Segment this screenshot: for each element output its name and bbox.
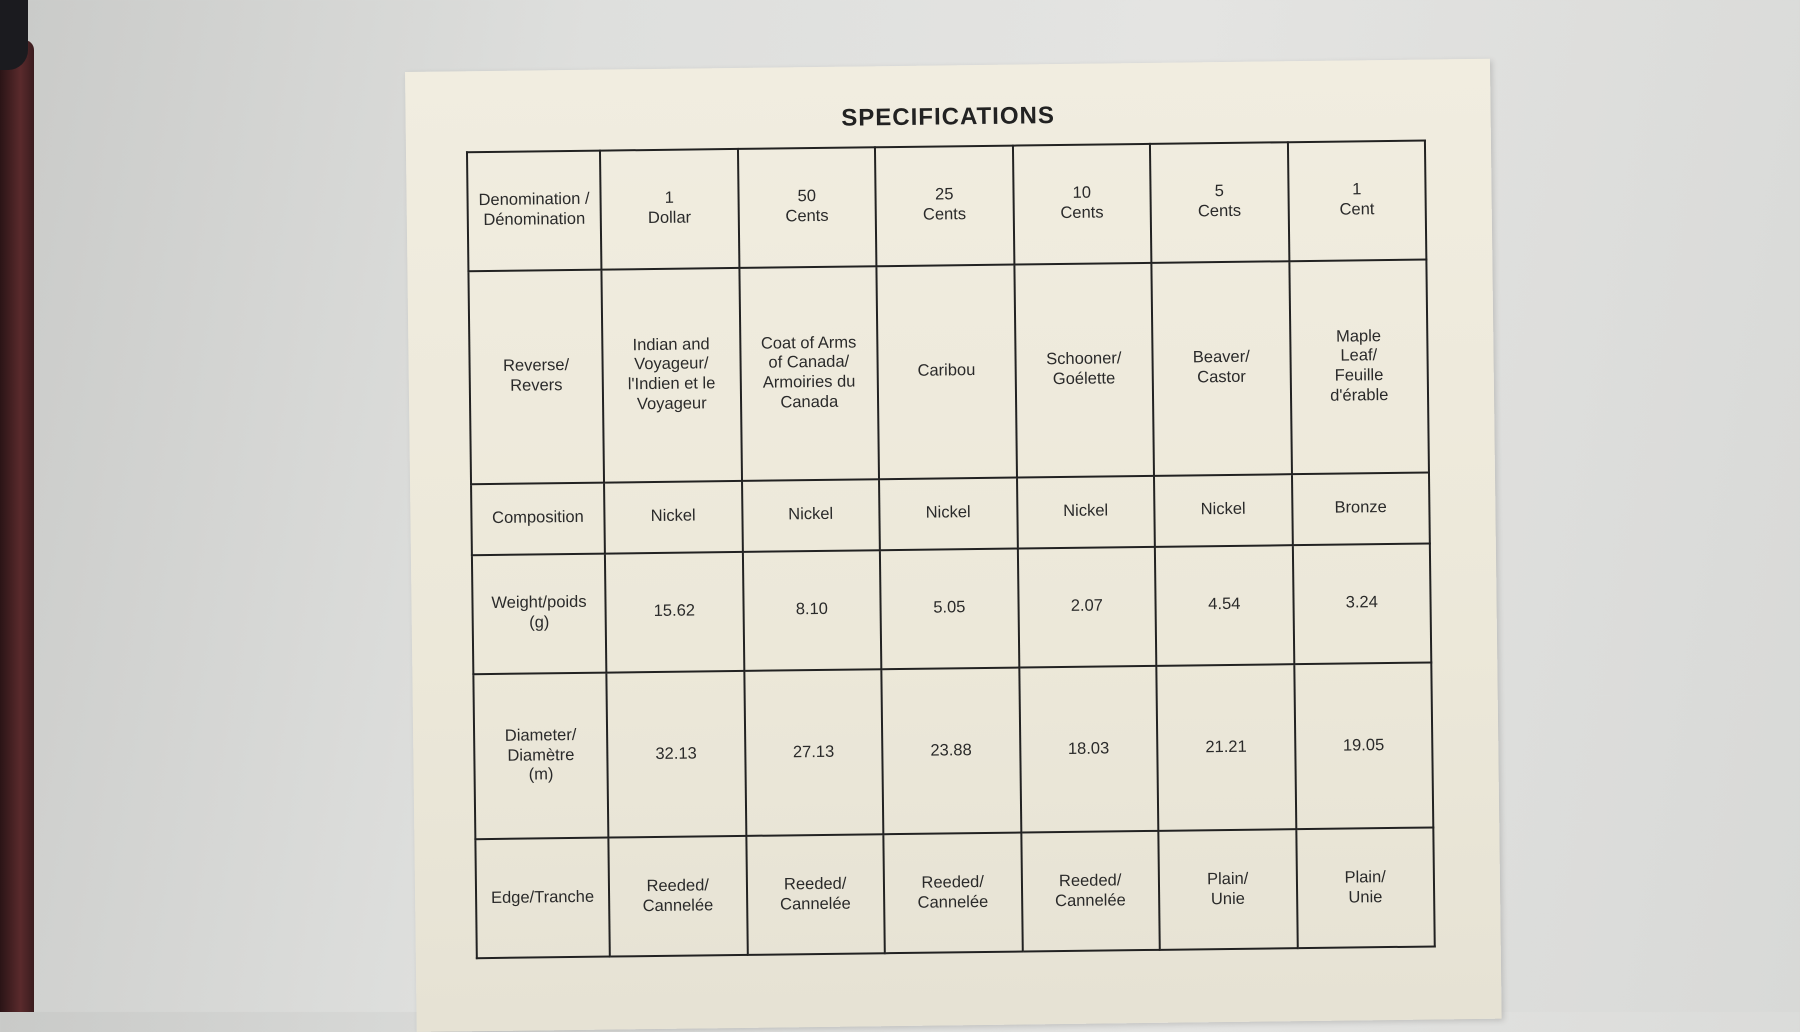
row-label: Composition	[471, 482, 605, 556]
table-cell: 8.10	[742, 550, 882, 671]
table-cell: Nickel	[1153, 473, 1293, 547]
table-cell: Caribou	[876, 264, 1017, 479]
table-cell: 2.07	[1017, 546, 1157, 668]
row-label: Edge/Tranche	[475, 837, 610, 959]
table-cell: Nickel	[741, 478, 880, 552]
row-label: Reverse/ Revers	[468, 269, 605, 484]
table-cell: 4.54	[1154, 545, 1294, 666]
table-cell: Reeded/ Cannelée	[608, 836, 748, 957]
table-cell: 27.13	[743, 668, 884, 837]
table-cell: 1 Dollar	[599, 148, 739, 270]
table-cell: Plain/ Unie	[1158, 829, 1298, 950]
table-cell: 18.03	[1018, 665, 1159, 833]
table-cell: 3.24	[1292, 543, 1432, 664]
table-row: Diameter/ Diamètre (m) 32.13 27.13 23.88 18.…	[473, 662, 1434, 840]
table-cell: Plain/ Unie	[1295, 827, 1435, 949]
row-label: Diameter/ Diamètre (m)	[473, 672, 609, 840]
table-cell: Nickel	[604, 480, 743, 554]
table-cell: Schooner/ Goélette	[1013, 262, 1154, 478]
specifications-table: Denomination / Dénomination 1 Dollar 50 Ce…	[466, 140, 1436, 960]
specifications-card: SPECIFICATIONS Denomination / Dénominati…	[405, 58, 1502, 1032]
table-cell: Coat of Arms of Canada/ Armoiries du Can…	[738, 265, 880, 481]
binder-corner	[0, 0, 28, 70]
table-cell: 15.62	[604, 551, 744, 673]
table-cell: 10 Cents	[1012, 143, 1152, 265]
table-cell: Reeded/ Cannelée	[883, 832, 1023, 954]
table-row: Composition Nickel Nickel Nickel Nickel Nicke…	[471, 472, 1430, 556]
table-cell: 50 Cents	[737, 147, 877, 268]
table-cell: Reeded/ Cannelée	[745, 834, 885, 955]
table-cell: Indian and Voyageur/ l'Indien et le Voya…	[601, 267, 742, 483]
table-cell: 32.13	[606, 670, 746, 838]
table-cell: 25 Cents	[874, 145, 1014, 266]
table-row: Reverse/ Revers Indian and Voyageur/ l'In…	[468, 259, 1429, 484]
table-row: Edge/Tranche Reeded/ Cannelée Reeded/ Cann…	[475, 827, 1435, 959]
table-cell: Reeded/ Cannelée	[1020, 831, 1160, 952]
table-cell: 5 Cents	[1149, 142, 1289, 263]
table-cell: Beaver/ Castor	[1151, 260, 1292, 476]
row-label: Denomination / Dénomination	[466, 150, 602, 271]
table-cell: 21.21	[1156, 663, 1296, 832]
table-cell: 23.88	[881, 667, 1021, 835]
table-cell: Nickel	[879, 477, 1018, 551]
table-cell: Maple Leaf/ Feuille d'érable	[1288, 259, 1429, 474]
table-cell: 5.05	[879, 548, 1019, 669]
table-row: Weight/poids (g) 15.62 8.10 5.05 2.07 4.54 3.2…	[471, 543, 1432, 674]
table-cell: Nickel	[1016, 475, 1155, 549]
page-title: SPECIFICATIONS	[841, 102, 1056, 132]
table-row: Denomination / Dénomination 1 Dollar 50 Ce…	[466, 140, 1427, 271]
row-label: Weight/poids (g)	[471, 553, 607, 674]
table-cell: Bronze	[1291, 472, 1430, 546]
binder-edge	[0, 40, 34, 1012]
table-cell: 19.05	[1293, 662, 1434, 830]
table-cell: 1 Cent	[1287, 140, 1427, 261]
